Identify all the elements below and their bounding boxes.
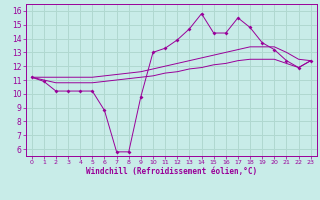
X-axis label: Windchill (Refroidissement éolien,°C): Windchill (Refroidissement éolien,°C) bbox=[86, 167, 257, 176]
